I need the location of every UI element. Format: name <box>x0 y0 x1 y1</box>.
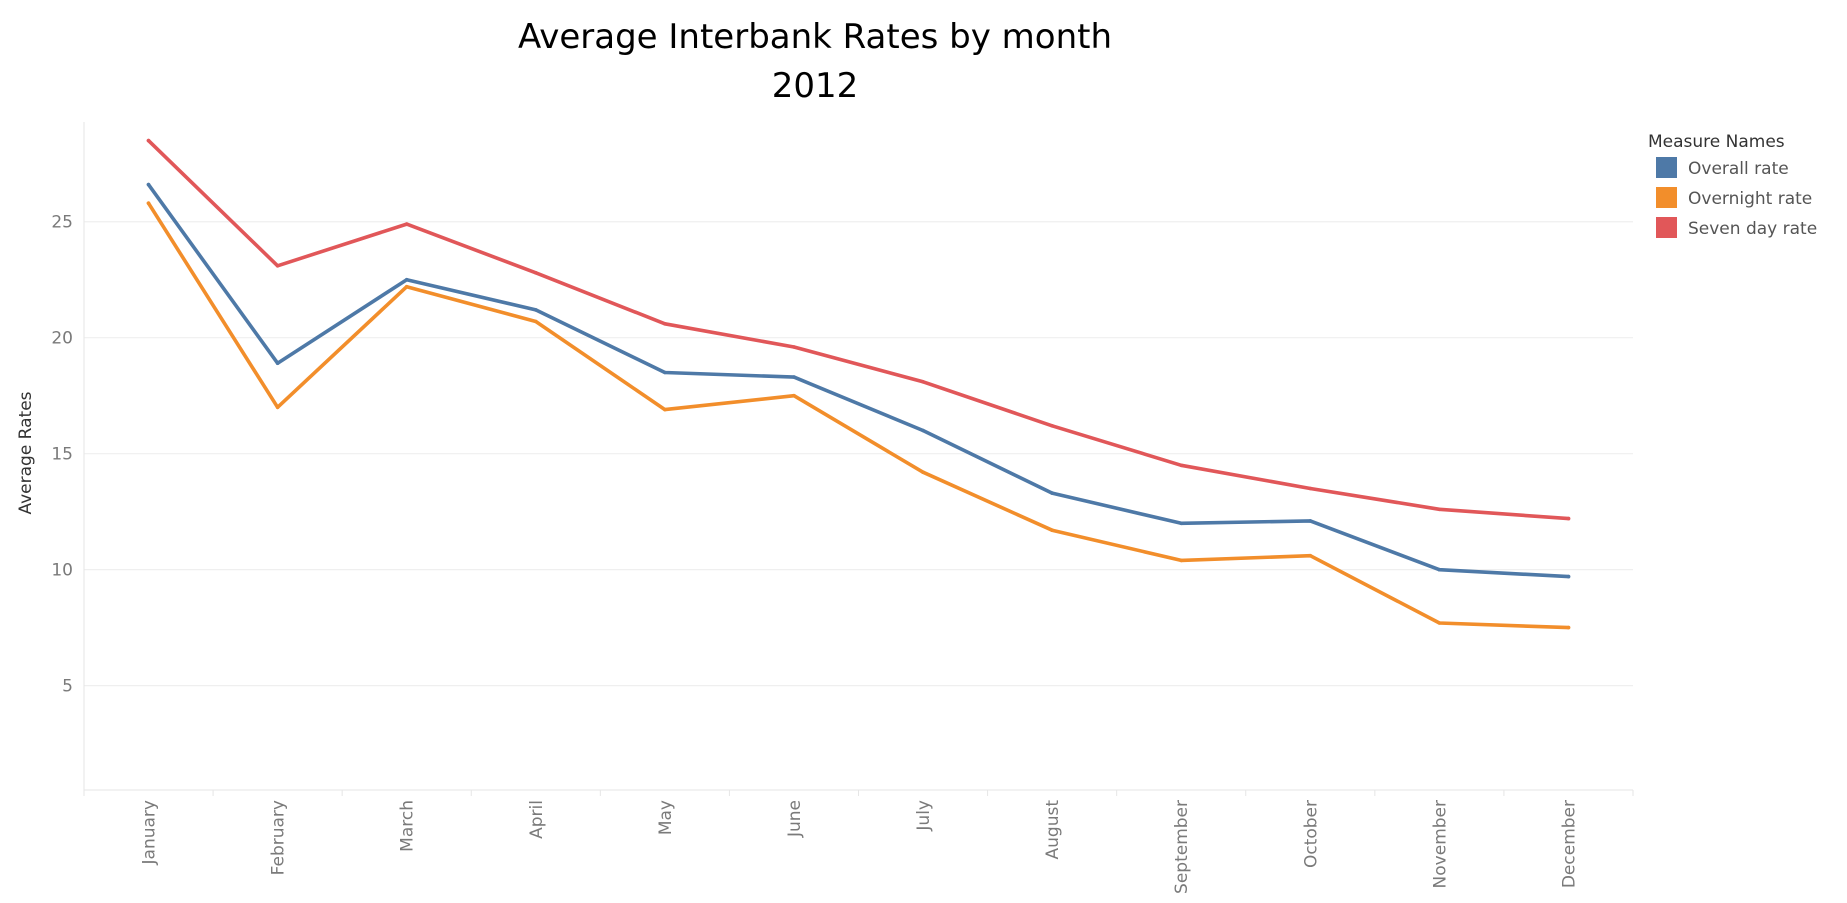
x-tick-label: September <box>1172 800 1192 894</box>
data-point <box>1308 519 1313 523</box>
y-tick-label: 5 <box>62 677 73 697</box>
plot-area <box>83 122 1634 796</box>
data-point <box>663 370 667 375</box>
x-tick-label: June <box>785 800 805 838</box>
y-axis-ticks: 5 10 15 20 25 <box>51 213 73 697</box>
x-tick-label: October <box>1301 800 1321 868</box>
series-line-overnight-rate <box>146 201 1571 630</box>
data-point <box>921 470 925 475</box>
data-point <box>1050 424 1054 428</box>
data-point <box>146 138 151 143</box>
gridlines <box>84 221 1633 687</box>
x-tick-label: January <box>140 800 160 865</box>
data-point <box>534 271 538 275</box>
data-point <box>534 319 538 324</box>
legend-label: Seven day rate <box>1688 219 1817 239</box>
data-point <box>275 361 280 366</box>
data-point <box>1179 521 1183 526</box>
x-axis-ticks: January February March April May June July Augu… <box>140 800 1580 894</box>
y-tick-label: 10 <box>51 561 73 581</box>
x-tick-label: March <box>398 800 418 852</box>
data-point <box>404 222 409 226</box>
series-line-overall-rate <box>146 182 1571 579</box>
data-point <box>792 393 796 398</box>
data-point <box>1179 558 1183 563</box>
data-point <box>275 264 280 268</box>
data-point <box>1050 528 1054 532</box>
data-point <box>146 201 151 205</box>
legend-title: Measure Names <box>1648 132 1785 152</box>
y-tick-label: 20 <box>51 329 73 349</box>
legend-swatch <box>1656 157 1677 178</box>
legend-swatch <box>1656 217 1677 238</box>
legend: Measure Names Overall rate Overnight rate… <box>1648 132 1817 239</box>
legend-label: Overall rate <box>1688 159 1789 179</box>
x-tick-label: July <box>914 800 934 832</box>
data-point <box>1308 553 1313 558</box>
x-tick-label: August <box>1043 800 1063 860</box>
x-tick-label: November <box>1430 800 1450 888</box>
data-point <box>1566 574 1571 579</box>
data-point <box>921 380 925 384</box>
data-point <box>1566 516 1571 521</box>
data-point <box>534 308 538 312</box>
data-point <box>1437 567 1442 572</box>
x-tick-label: May <box>656 800 676 835</box>
data-point <box>1179 463 1183 468</box>
data-point <box>1308 486 1313 491</box>
data-point <box>404 277 409 282</box>
data-point <box>1566 625 1571 630</box>
data-point <box>404 284 409 289</box>
data-point <box>663 322 667 326</box>
data-point <box>792 375 796 379</box>
chart-title-line-1: Average Interbank Rates by month <box>518 17 1112 57</box>
data-point <box>1437 621 1442 625</box>
legend-label: Overnight rate <box>1688 189 1812 209</box>
y-tick-label: 25 <box>51 213 73 233</box>
y-tick-label: 15 <box>51 445 73 465</box>
x-tick-label: December <box>1559 800 1579 888</box>
chart-title: Average Interbank Rates by month 2012 <box>518 17 1112 106</box>
axes <box>83 122 1634 796</box>
legend-swatch <box>1656 187 1677 208</box>
data-point <box>1437 507 1442 512</box>
data-point <box>275 405 280 410</box>
data-point <box>792 345 796 349</box>
data-point <box>1050 491 1054 495</box>
x-tick-label: April <box>527 800 547 839</box>
data-point <box>146 182 151 187</box>
series-line-seven-day-rate <box>146 138 1571 521</box>
chart-title-line-2: 2012 <box>772 66 859 106</box>
data-point <box>663 407 667 412</box>
x-tick-label: February <box>269 800 289 875</box>
series-group <box>146 138 1571 630</box>
y-axis-title: Average Rates <box>16 391 36 514</box>
data-point <box>921 428 925 433</box>
